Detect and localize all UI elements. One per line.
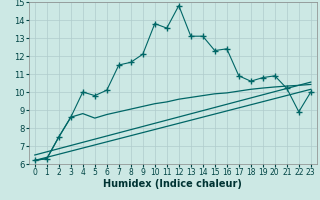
X-axis label: Humidex (Indice chaleur): Humidex (Indice chaleur) [103,179,242,189]
